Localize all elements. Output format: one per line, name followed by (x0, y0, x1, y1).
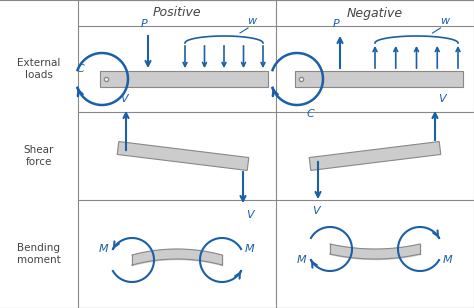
Text: External
loads: External loads (18, 58, 61, 80)
Text: M: M (245, 244, 255, 254)
Text: V: V (312, 206, 320, 216)
Polygon shape (309, 142, 441, 170)
Text: Negative: Negative (347, 6, 403, 19)
Text: Bending
moment: Bending moment (17, 243, 61, 265)
Text: w: w (247, 16, 256, 26)
Text: w: w (440, 16, 449, 26)
Text: C: C (306, 109, 314, 119)
Text: M: M (443, 255, 453, 265)
Polygon shape (117, 142, 249, 170)
Bar (100, 71, 268, 87)
Text: Shear
force: Shear force (24, 145, 54, 167)
Text: V: V (246, 210, 254, 220)
Text: M: M (99, 244, 109, 254)
Text: V: V (438, 94, 446, 104)
Text: C: C (76, 64, 84, 74)
Text: P: P (141, 19, 147, 29)
Text: V: V (120, 94, 128, 104)
Text: P: P (333, 19, 339, 29)
Text: Positive: Positive (153, 6, 201, 19)
Text: M: M (297, 255, 307, 265)
Bar (295, 71, 463, 87)
